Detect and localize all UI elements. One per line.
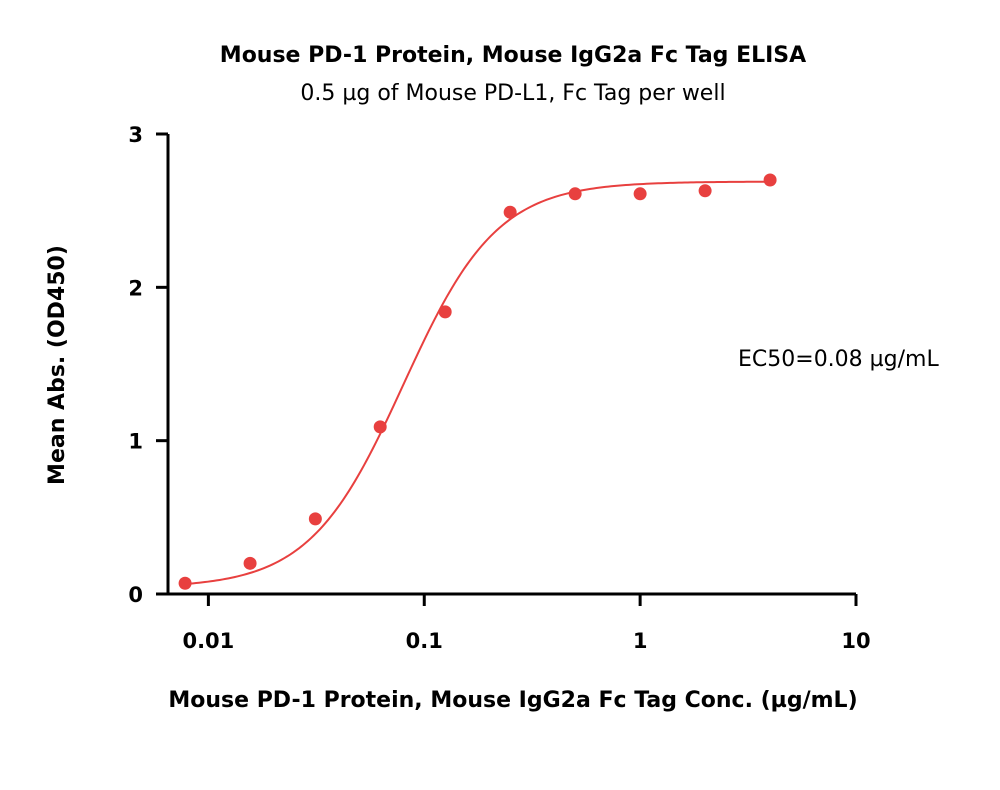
- data-point: [568, 187, 582, 201]
- y-tick-label: 0: [128, 583, 143, 607]
- data-point: [698, 184, 712, 198]
- chart-subtitle: 0.5 µg of Mouse PD-L1, Fc Tag per well: [300, 81, 725, 106]
- data-point: [503, 205, 517, 219]
- x-tick-label: 1: [633, 629, 648, 653]
- data-point: [438, 305, 452, 319]
- y-tick-label: 3: [128, 123, 143, 147]
- y-tick-label: 1: [128, 430, 143, 454]
- x-tick-label: 0.01: [182, 629, 234, 653]
- axes: [166, 134, 856, 596]
- ec50-annotation: EC50=0.08 µg/mL: [738, 347, 939, 372]
- chart-title: Mouse PD-1 Protein, Mouse IgG2a Fc Tag E…: [220, 43, 806, 68]
- x-axis-title: Mouse PD-1 Protein, Mouse IgG2a Fc Tag C…: [168, 688, 857, 713]
- data-point: [308, 512, 322, 526]
- ticks-layer: 0 1 2 3 0.01 0.1 1 10: [128, 123, 870, 653]
- fit-curve: [181, 180, 771, 586]
- data-point: [633, 187, 647, 201]
- x-tick-label: 10: [841, 629, 870, 653]
- data-point: [763, 173, 777, 187]
- y-axis-title: Mean Abs. (OD450): [45, 245, 70, 485]
- points-layer: [178, 173, 777, 590]
- data-point: [178, 576, 192, 590]
- data-point: [243, 556, 257, 570]
- y-tick-label: 2: [128, 276, 143, 300]
- data-point: [373, 420, 387, 434]
- fit-layer: [181, 180, 771, 586]
- x-tick-label: 0.1: [406, 629, 443, 653]
